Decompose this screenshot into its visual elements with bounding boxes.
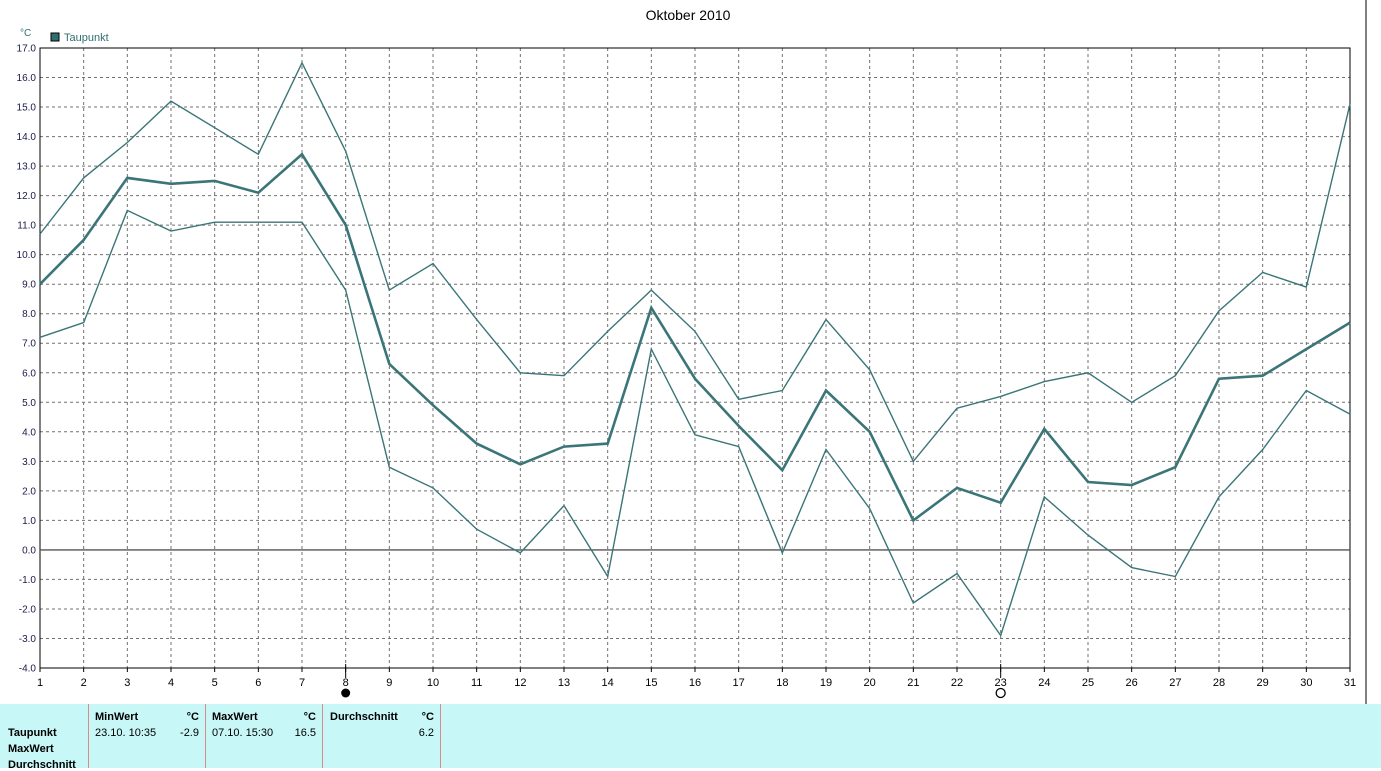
chart-right-border	[1366, 0, 1381, 704]
row-label-durchschnitt: Durchschnitt	[8, 759, 76, 771]
x-tick-label: 22	[951, 677, 963, 689]
series-line-1	[39, 61, 1351, 463]
y-tick-label: 7.0	[22, 339, 36, 350]
y-tick-label: -2.0	[19, 604, 37, 615]
max-date-marker	[995, 687, 1006, 699]
y-tick-label: 3.0	[22, 457, 36, 468]
x-tick-label: 11	[471, 677, 482, 689]
y-tick-labels: 17.0 16.0 15.0 14.0 13.0 12.0 11.0 10.0 9.0 8.0 7.…	[17, 44, 37, 675]
legend-label: Taupunkt	[64, 32, 109, 44]
x-tick-label: 29	[1257, 677, 1269, 689]
y-tick-label: 4.0	[22, 427, 36, 438]
maxwert-header: MaxWert	[212, 711, 258, 723]
x-tick-label: 13	[558, 677, 570, 689]
series	[39, 61, 1351, 638]
x-tick-label: 28	[1213, 677, 1225, 689]
x-tick-label: 12	[514, 677, 526, 689]
y-tick-label: -3.0	[19, 634, 37, 645]
x-tick-label: 23	[995, 677, 1007, 689]
y-tick-label: 14.0	[17, 132, 37, 143]
x-tick-label: 14	[602, 677, 614, 689]
y-tick-label: 15.0	[17, 103, 37, 114]
durchschnitt-unit: °C	[421, 711, 434, 723]
series-line-2	[39, 152, 1351, 523]
y-tick-label: 6.0	[22, 368, 36, 379]
x-tick-label: 26	[1126, 677, 1138, 689]
y-tick-label: 8.0	[22, 309, 36, 320]
maxwert-unit: °C	[303, 711, 316, 723]
maxwert-value: 16.5	[294, 727, 316, 739]
x-tick-label: 2	[81, 677, 87, 689]
x-tick-label: 5	[212, 677, 218, 689]
min-date-marker	[341, 688, 351, 698]
x-tick-label: 6	[255, 677, 261, 689]
y-tick-label: 9.0	[22, 280, 36, 291]
y-tick-label: -1.0	[19, 575, 37, 586]
y-tick-label: 13.0	[17, 162, 37, 173]
x-tick-label: 4	[168, 677, 174, 689]
series-line-3	[39, 209, 1351, 638]
minwert-value: -2.9	[180, 727, 199, 739]
minwert-column: MinWert °C 23.10. 10:35 -2.9	[88, 704, 206, 768]
statistics-panel: Taupunkt MaxWert Durchschnitt MinWert °C…	[0, 704, 1381, 771]
y-tick-label: 0.0	[22, 545, 36, 556]
y-tick-label: 17.0	[17, 44, 37, 55]
durchschnitt-header: Durchschnitt	[330, 711, 398, 723]
y-tick-label: 1.0	[22, 516, 36, 527]
chart-title: Oktober 2010	[646, 7, 731, 23]
plot-frame	[39, 47, 1351, 669]
x-tick-label: 20	[864, 677, 876, 689]
minwert-header: MinWert	[95, 711, 139, 723]
x-tick-label: 10	[427, 677, 439, 689]
legend-swatch	[50, 32, 60, 42]
y-tick-label: 5.0	[22, 398, 36, 409]
y-tick-label: 10.0	[17, 250, 37, 261]
x-tick-label: 16	[689, 677, 701, 689]
y-tick-label: 16.0	[17, 73, 37, 84]
maxwert-date: 07.10. 15:30	[212, 727, 274, 739]
durchschnitt-value: 6.2	[418, 727, 434, 739]
x-tick-label: 31	[1344, 677, 1356, 689]
row-label-maxwert: MaxWert	[8, 743, 54, 755]
minwert-unit: °C	[186, 711, 199, 723]
x-tick-label: 24	[1038, 677, 1050, 689]
durchschnitt-column: Durchschnitt °C 6.2	[324, 704, 441, 768]
axes	[39, 47, 1351, 672]
y-tick-label: 11.0	[17, 221, 36, 232]
y-axis-unit: °C	[20, 28, 31, 39]
x-tick-label: 7	[299, 677, 305, 689]
x-tick-label: 25	[1082, 677, 1094, 689]
x-tick-label: 3	[124, 677, 130, 689]
x-tick-label: 18	[776, 677, 788, 689]
x-tick-label: 9	[386, 677, 392, 689]
x-tick-label: 15	[645, 677, 657, 689]
x-tick-label: 27	[1169, 677, 1181, 689]
y-tick-label: -4.0	[19, 664, 37, 675]
y-tick-label: 12.0	[17, 191, 37, 202]
maxwert-column: MaxWert °C 07.10. 15:30 16.5	[206, 704, 323, 768]
row-label-taupunkt: Taupunkt	[8, 727, 57, 739]
x-tick-label: 1	[37, 677, 43, 689]
x-tick-label: 8	[343, 677, 349, 689]
x-tick-label: 17	[733, 677, 745, 689]
markers	[341, 664, 1006, 699]
x-tick-label: 19	[820, 677, 832, 689]
chart: Oktober 2010 °C Taupunkt 17.016.015.014.…	[16, 0, 1381, 704]
y-tick-label: 2.0	[22, 486, 36, 497]
grid	[40, 48, 1350, 668]
x-tick-label: 21	[907, 677, 919, 689]
x-tick-labels: 1 2 3 4 5 6 7 8 9 10 11 12 13 14 15 16 17 18 19 20 21 22 23 24 2…	[37, 677, 1356, 689]
minwert-date: 23.10. 10:35	[95, 727, 157, 739]
x-tick-label: 30	[1300, 677, 1312, 689]
